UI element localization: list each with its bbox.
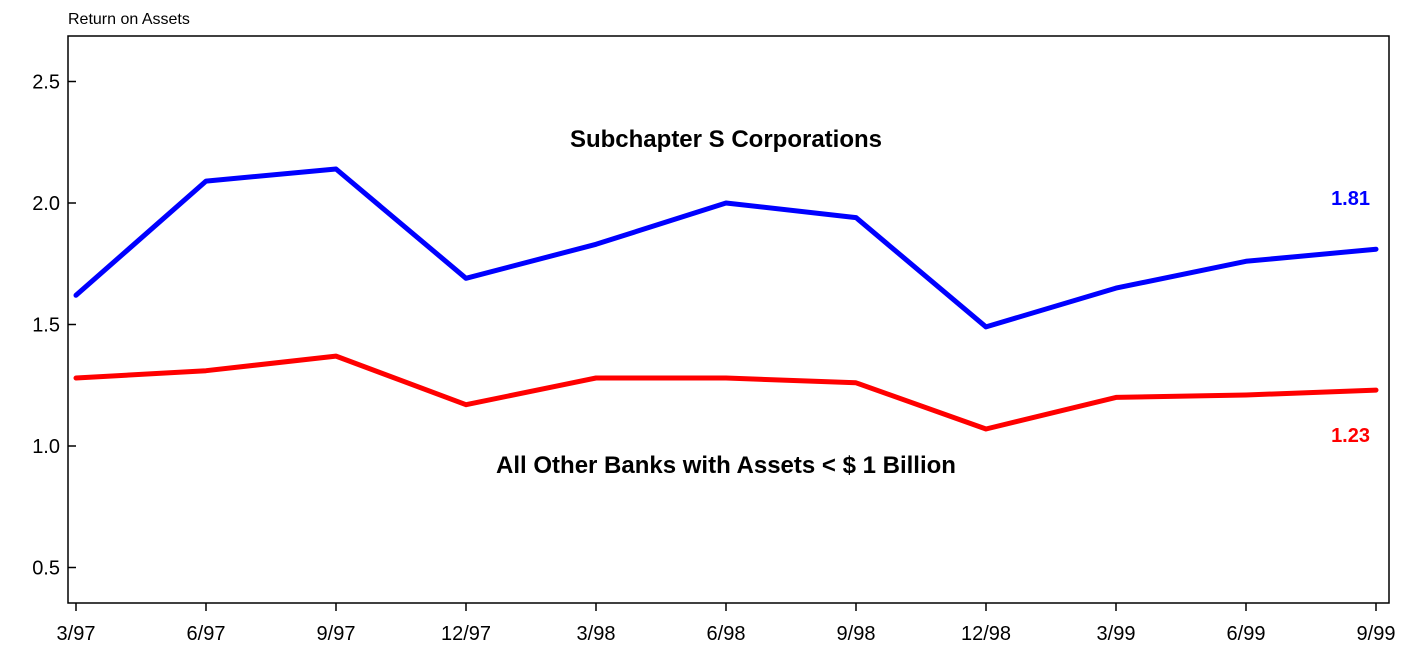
x-axis-ticks: 3/97 6/97 9/97 12/97 3/98 6/98 9/98 12/98 3/99 6/… <box>57 603 1396 645</box>
x-tick-label: 9/98 <box>837 623 876 645</box>
x-tick-label: 12/98 <box>961 623 1011 645</box>
y-tick-label: 1.0 <box>32 436 60 458</box>
series-lines <box>73 166 1379 432</box>
x-tick-label: 3/99 <box>1097 623 1136 645</box>
x-tick-label: 6/98 <box>707 623 746 645</box>
y-tick-label: 2.0 <box>32 193 60 215</box>
series-annotations: Subchapter S Corporations 1.81 All Other B… <box>496 126 1370 479</box>
y-tick-label: 2.5 <box>32 72 60 94</box>
series-line-all-other-banks <box>73 353 1379 432</box>
series-line-subchapter-s <box>73 166 1379 330</box>
x-tick-label: 6/97 <box>187 623 226 645</box>
x-tick-label: 9/97 <box>317 623 356 645</box>
y-tick-label: 1.5 <box>32 315 60 337</box>
x-tick-label: 3/98 <box>577 623 616 645</box>
series-name-subchapter-s: Subchapter S Corporations <box>570 126 882 153</box>
x-tick-label: 6/99 <box>1227 623 1266 645</box>
end-value-all-other-banks: 1.23 <box>1331 425 1370 447</box>
plot-frame <box>67 35 1390 604</box>
y-axis-title: Return on Assets <box>68 11 190 28</box>
series-name-all-other-banks: All Other Banks with Assets < $ 1 Billio… <box>496 452 956 479</box>
x-tick-label: 9/99 <box>1357 623 1396 645</box>
y-tick-label: 0.5 <box>32 558 60 580</box>
y-axis-ticks: 0.5 1.0 1.5 2.0 2.5 <box>32 72 76 580</box>
x-tick-label: 12/97 <box>441 623 491 645</box>
end-value-subchapter-s: 1.81 <box>1331 188 1370 210</box>
x-tick-label: 3/97 <box>57 623 96 645</box>
